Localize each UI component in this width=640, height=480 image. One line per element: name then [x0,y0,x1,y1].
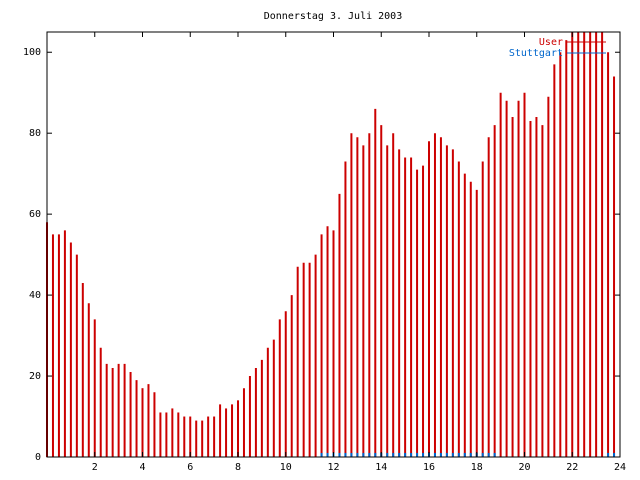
y-tick-label: 80 [29,128,41,139]
x-tick-label: 8 [235,462,241,473]
x-tick-label: 12 [327,462,339,473]
y-tick-label: 60 [29,209,41,220]
y-tick-label: 0 [35,452,41,463]
x-tick-label: 20 [518,462,530,473]
x-tick-label: 10 [280,462,292,473]
x-tick-label: 22 [566,462,578,473]
x-tick-label: 18 [471,462,483,473]
x-tick-label: 2 [92,462,98,473]
chart-title: Donnerstag 3. Juli 2003 [264,11,402,22]
y-tick-label: 20 [29,371,41,382]
y-tick-label: 40 [29,290,41,301]
x-tick-label: 24 [614,462,626,473]
y-tick-label: 100 [23,47,41,58]
legend-label: User [539,37,563,48]
x-tick-label: 14 [375,462,387,473]
plot-marks [46,32,616,457]
x-tick-label: 16 [423,462,435,473]
legend-label: Stuttgart [509,48,563,59]
x-tick-label: 6 [187,462,193,473]
x-tick-label: 4 [139,462,145,473]
